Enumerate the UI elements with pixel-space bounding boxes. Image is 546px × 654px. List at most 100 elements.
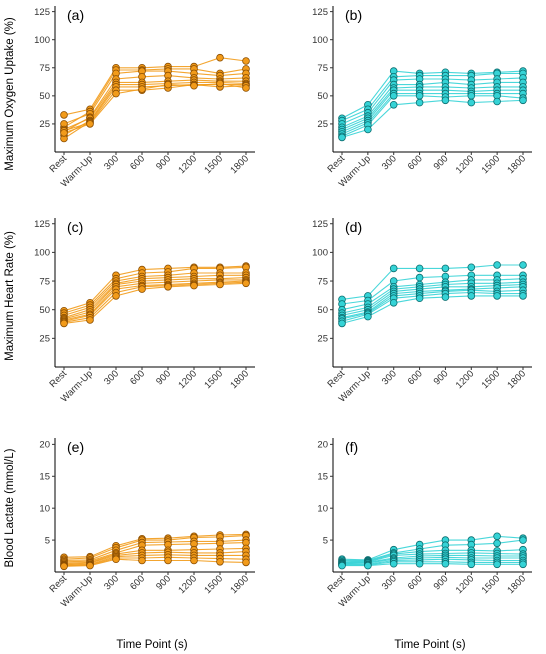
data-point xyxy=(415,92,424,100)
x-tick-label: 600 xyxy=(128,573,147,592)
series-line-3 xyxy=(63,70,247,125)
series-line-1 xyxy=(63,533,247,558)
y-tick-label: 100 xyxy=(312,35,328,46)
x-tick-label: 1500 xyxy=(202,573,225,596)
x-tick-label: 300 xyxy=(102,368,121,387)
data-point xyxy=(493,97,501,106)
data-point xyxy=(389,298,398,307)
data-point xyxy=(467,292,476,300)
x-tick-label: Rest xyxy=(48,573,70,595)
data-point xyxy=(242,57,250,65)
data-point xyxy=(112,555,120,563)
y-axis-title-vo2: Maximum Oxygen Uptake (%) xyxy=(4,17,16,171)
data-point xyxy=(389,559,398,568)
y-tick-label: 125 xyxy=(312,7,328,18)
x-tick-label: 600 xyxy=(128,368,147,387)
y-tick-label: 75 xyxy=(317,63,328,74)
y-tick-label: 125 xyxy=(34,7,50,18)
series-line-3 xyxy=(63,272,246,316)
panel-label: (c) xyxy=(67,219,83,235)
panel-label: (a) xyxy=(67,7,84,23)
y-tick-label: 20 xyxy=(39,440,50,451)
series-line-3 xyxy=(341,278,524,311)
data-point xyxy=(60,562,68,571)
x-tick-label: 1200 xyxy=(454,573,477,596)
panel-label: (e) xyxy=(67,439,84,455)
x-tick-label: 1800 xyxy=(228,153,251,176)
series-line-6 xyxy=(341,556,523,565)
data-point xyxy=(441,96,450,105)
panel-label: (b) xyxy=(345,7,362,23)
data-point xyxy=(164,282,172,291)
series-line-3 xyxy=(341,549,524,563)
x-tick-label: 900 xyxy=(432,573,451,592)
series-line-6 xyxy=(63,279,246,321)
x-tick-label: 300 xyxy=(102,153,121,172)
y-tick-label: 100 xyxy=(34,248,50,259)
x-tick-label: 1500 xyxy=(480,153,503,176)
series-line-5 xyxy=(341,554,523,564)
x-tick-label: 1200 xyxy=(454,368,477,391)
series-line-4 xyxy=(63,542,247,563)
data-point xyxy=(338,133,346,142)
y-tick-label: 25 xyxy=(39,119,50,130)
series-line-7 xyxy=(341,93,523,135)
x-tick-label: 300 xyxy=(102,573,121,592)
x-tick-label: 1800 xyxy=(505,573,528,596)
data-point xyxy=(519,292,527,300)
series-line-1 xyxy=(63,57,247,116)
y-tick-label: 25 xyxy=(317,334,328,345)
data-point xyxy=(242,558,250,567)
y-tick-label: 25 xyxy=(317,119,328,130)
x-tick-label: 600 xyxy=(128,153,147,172)
data-point xyxy=(415,294,424,303)
series-line-6 xyxy=(63,551,247,565)
data-point xyxy=(389,101,398,109)
data-point xyxy=(493,560,501,569)
x-tick-label: Rest xyxy=(48,153,70,175)
x-tick-label: 1200 xyxy=(454,153,477,176)
panel-label: (d) xyxy=(345,219,362,235)
series-line-4 xyxy=(341,81,523,128)
x-tick-label: 300 xyxy=(380,368,399,387)
series-line-5 xyxy=(63,547,247,564)
data-point xyxy=(364,125,372,134)
data-point xyxy=(86,120,94,128)
series-line-3 xyxy=(63,539,247,562)
data-point xyxy=(86,561,94,570)
data-point xyxy=(112,292,120,300)
x-tick-label: 1500 xyxy=(202,153,225,176)
x-tick-label: 900 xyxy=(432,153,451,172)
x-tick-label: 1200 xyxy=(176,153,199,176)
x-tick-label: 1800 xyxy=(505,368,528,391)
y-tick-label: 50 xyxy=(39,91,50,102)
data-point xyxy=(519,96,527,105)
x-tick-label: 300 xyxy=(380,153,399,172)
series-line-6 xyxy=(341,286,524,319)
series-line-8 xyxy=(341,291,523,322)
x-tick-label: 1800 xyxy=(228,368,251,391)
x-tick-label: 1500 xyxy=(480,573,503,596)
y-tick-label: 10 xyxy=(39,503,50,514)
series-line-6 xyxy=(341,89,523,133)
y-tick-label: 75 xyxy=(317,276,328,287)
data-point xyxy=(519,536,527,544)
series-line-7 xyxy=(342,558,523,565)
series-line-5 xyxy=(63,79,246,131)
series-line-4 xyxy=(341,552,524,563)
y-tick-label: 25 xyxy=(39,334,50,345)
series-line-7 xyxy=(63,554,246,566)
y-tick-label: 50 xyxy=(317,305,328,316)
series-line-3 xyxy=(341,77,524,125)
x-tick-label: 1200 xyxy=(176,368,199,391)
y-axis-title-hr: Maximum Heart Rate (%) xyxy=(4,231,16,361)
data-point xyxy=(493,539,501,548)
series-line-2 xyxy=(63,68,247,128)
data-point xyxy=(338,319,346,328)
x-tick-label: 1800 xyxy=(228,573,251,596)
x-tick-label: Rest xyxy=(326,573,348,595)
series-line-8 xyxy=(342,561,523,566)
